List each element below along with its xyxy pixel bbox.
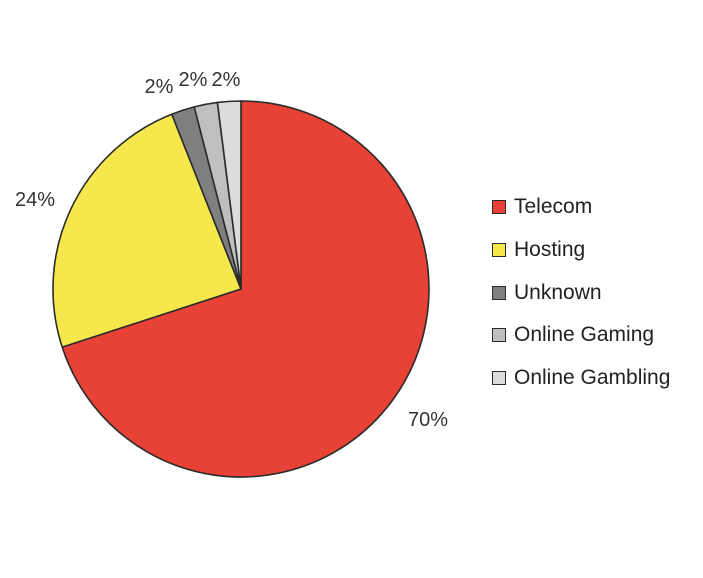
legend-swatch-telecom bbox=[492, 200, 506, 215]
legend-item-hosting: Hosting bbox=[492, 229, 670, 272]
legend-label-unknown: Unknown bbox=[514, 280, 602, 304]
legend-swatch-hosting bbox=[492, 243, 506, 258]
legend-swatch-online-gaming bbox=[492, 328, 506, 343]
data-label-online-gambling: 2% bbox=[212, 69, 241, 91]
legend-swatch-online-gambling bbox=[492, 371, 506, 386]
legend: Telecom Hosting Unknown Online Gaming Online… bbox=[492, 186, 670, 399]
legend-item-telecom: Telecom bbox=[492, 186, 670, 229]
pie-slices bbox=[52, 100, 430, 478]
legend-label-online-gaming: Online Gaming bbox=[514, 323, 655, 347]
legend-label-online-gambling: Online Gambling bbox=[514, 366, 671, 390]
data-label-unknown: 2% bbox=[145, 76, 174, 98]
data-label-online-gaming: 2% bbox=[179, 69, 208, 91]
pie-labels: 70%24%2% 2% 2% bbox=[15, 69, 448, 431]
pie-slice-telecom bbox=[61, 100, 430, 478]
legend-item-online-gambling: Online Gambling bbox=[492, 357, 670, 400]
legend-swatch-unknown bbox=[492, 285, 506, 300]
legend-label-telecom: Telecom bbox=[514, 195, 593, 219]
pie-slice-online-gambling bbox=[216, 100, 242, 290]
data-label-hosting: 24% bbox=[15, 189, 55, 211]
legend-item-unknown: Unknown bbox=[492, 271, 670, 314]
data-label-telecom: 70% bbox=[408, 409, 448, 431]
legend-label-hosting: Hosting bbox=[514, 238, 586, 262]
legend-item-online-gaming: Online Gaming bbox=[492, 314, 670, 357]
